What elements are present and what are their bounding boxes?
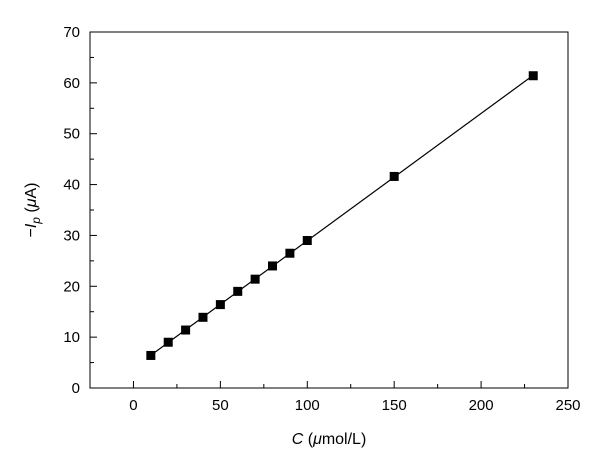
data-point — [163, 337, 173, 347]
y-tick-label: 20 — [63, 278, 80, 295]
data-point — [302, 236, 312, 246]
x-tick-label: 50 — [212, 397, 229, 414]
data-point — [233, 286, 243, 296]
data-point — [528, 71, 538, 81]
y-tick-label: 50 — [63, 126, 80, 143]
data-point — [285, 248, 295, 258]
data-point — [215, 300, 225, 310]
y-axis-symbol: I — [23, 223, 40, 228]
y-tick-label: 30 — [63, 227, 80, 244]
y-tick-label: 70 — [63, 24, 80, 41]
data-point — [389, 171, 399, 181]
data-points-layer — [146, 71, 538, 360]
x-tick-label: 0 — [129, 397, 137, 414]
y-axis-unit-rest: A) — [23, 182, 40, 198]
fit-line-layer — [150, 74, 534, 356]
data-point — [268, 261, 278, 271]
y-tick-label: 40 — [63, 177, 80, 194]
x-axis-unit-prefix: ( — [303, 431, 313, 448]
x-tick-label: 150 — [382, 397, 407, 414]
fit-line — [150, 74, 534, 356]
x-tick-label: 250 — [555, 397, 580, 414]
ticks-layer: 0 50 100 150 200 250 0 10 20 30 40 50 60 70 — [63, 24, 580, 414]
x-axis-unit-mu: μ — [312, 431, 322, 448]
data-point — [198, 312, 208, 322]
y-tick-label: 60 — [63, 75, 80, 92]
y-tick-label: 0 — [72, 380, 80, 397]
y-axis-minus: − — [23, 228, 40, 237]
y-axis-subscript: p — [29, 217, 43, 225]
y-tick-label: 10 — [63, 329, 80, 346]
x-tick-label: 200 — [469, 397, 494, 414]
x-axis-title: C (μmol/L) — [292, 431, 367, 448]
x-axis-unit-rest: mol/L) — [322, 431, 366, 448]
data-point — [250, 274, 260, 284]
plot-area-frame — [89, 31, 569, 389]
data-point — [181, 325, 191, 335]
y-axis-unit-mu: μ — [23, 198, 40, 208]
data-point — [146, 350, 156, 360]
x-tick-label: 100 — [295, 397, 320, 414]
y-axis-unit-prefix: ( — [23, 207, 40, 217]
y-axis-title: −Ip (μA) — [23, 182, 43, 237]
x-axis-symbol: C — [292, 431, 304, 448]
